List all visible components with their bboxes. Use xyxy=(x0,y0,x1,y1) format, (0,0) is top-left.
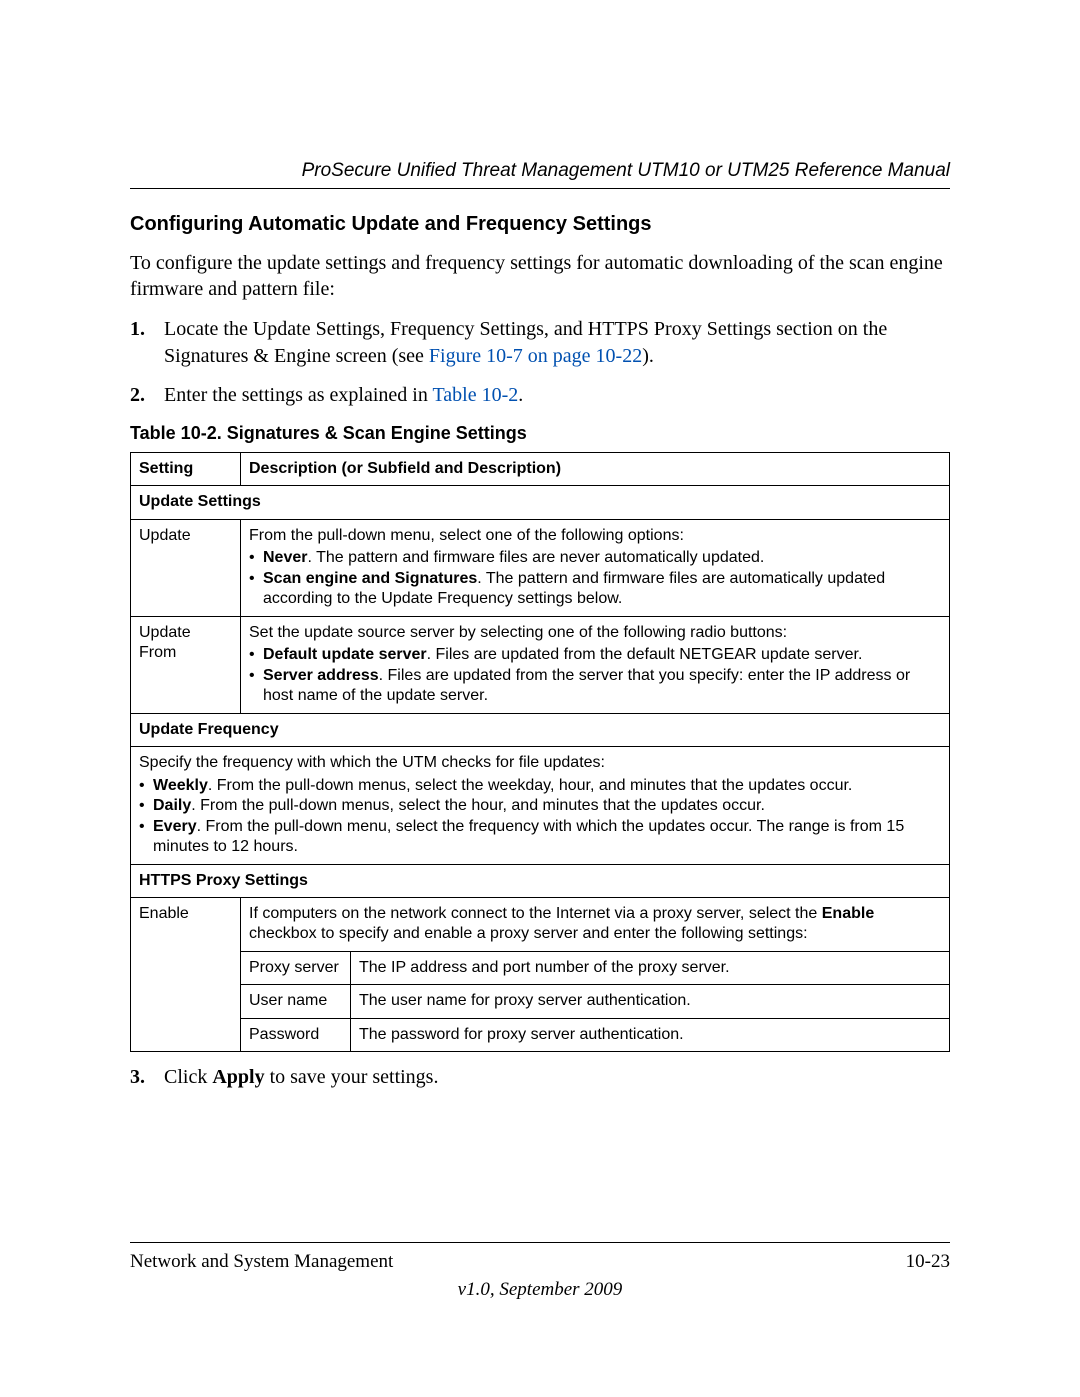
settings-table: Setting Description (or Subfield and Des… xyxy=(130,452,950,1052)
step-2-text-b: . xyxy=(518,384,523,406)
document-page: ProSecure Unified Threat Management UTM1… xyxy=(0,0,1080,1397)
list-item: Scan engine and Signatures. The pattern … xyxy=(249,569,941,610)
page-footer: Network and System Management 10-23 v1.0… xyxy=(130,1242,950,1301)
section-update-frequency: Update Frequency xyxy=(131,713,950,746)
lead-text: From the pull-down menu, select one of t… xyxy=(249,527,684,544)
lead-b: checkbox to specify and enable a proxy s… xyxy=(249,925,808,942)
option-list: Default update server. Files are updated… xyxy=(249,645,941,706)
step-1: 1. Locate the Update Settings, Frequency… xyxy=(130,316,950,370)
opt-name: Default update server xyxy=(263,646,427,663)
running-header: ProSecure Unified Threat Management UTM1… xyxy=(130,160,950,182)
step-number: 2. xyxy=(130,382,145,409)
row-frequency: Specify the frequency with which the UTM… xyxy=(131,747,950,864)
subfield-desc: The user name for proxy server authentic… xyxy=(351,985,950,1018)
row-update: Update From the pull-down menu, select o… xyxy=(131,519,950,616)
option-list: Weekly. From the pull-down menus, select… xyxy=(139,776,941,858)
cell-setting: Update xyxy=(131,519,241,616)
list-item: Server address. Files are updated from t… xyxy=(249,666,941,707)
step-1-text-b: ). xyxy=(642,345,654,367)
opt-name: Scan engine and Signatures xyxy=(263,570,477,587)
header-rule xyxy=(130,188,950,189)
option-list: Never. The pattern and firmware files ar… xyxy=(249,548,941,609)
cell-description: If computers on the network connect to t… xyxy=(241,897,950,951)
cell-setting: Enable xyxy=(131,897,241,1051)
step-3: 3. Click Apply to save your settings. xyxy=(130,1066,950,1089)
list-item: Every. From the pull-down menu, select t… xyxy=(139,817,941,858)
col-description: Description (or Subfield and Description… xyxy=(241,453,950,486)
step-list: 1. Locate the Update Settings, Frequency… xyxy=(130,316,950,409)
section-https-proxy: HTTPS Proxy Settings xyxy=(131,864,950,897)
opt-rest: . From the pull-down menu, select the fr… xyxy=(153,818,904,855)
section-label: Update Frequency xyxy=(131,713,950,746)
col-setting: Setting xyxy=(131,453,241,486)
step-number: 1. xyxy=(130,316,145,343)
opt-rest: . From the pull-down menus, select the h… xyxy=(191,797,765,814)
subfield-name: Proxy server xyxy=(241,951,351,984)
step-number: 3. xyxy=(130,1066,145,1089)
row-password: Password The password for proxy server a… xyxy=(131,1018,950,1051)
opt-name: Every xyxy=(153,818,197,835)
lead-a: If computers on the network connect to t… xyxy=(249,905,822,922)
cell-setting: Update From xyxy=(131,616,241,713)
section-update-settings: Update Settings xyxy=(131,486,950,519)
step-2: 2. Enter the settings as explained in Ta… xyxy=(130,382,950,409)
step-3-bold: Apply xyxy=(212,1066,264,1088)
opt-rest: . From the pull-down menus, select the w… xyxy=(208,777,853,794)
figure-xref[interactable]: Figure 10-7 on page 10-22 xyxy=(429,345,642,367)
footer-version: v1.0, September 2009 xyxy=(130,1279,950,1301)
subfield-desc: The password for proxy server authentica… xyxy=(351,1018,950,1051)
section-intro: To configure the update settings and fre… xyxy=(130,250,950,302)
section-heading: Configuring Automatic Update and Frequen… xyxy=(130,213,950,236)
lead-text: Specify the frequency with which the UTM… xyxy=(139,754,605,771)
row-proxy-server: Proxy server The IP address and port num… xyxy=(131,951,950,984)
row-user-name: User name The user name for proxy server… xyxy=(131,985,950,1018)
section-label: HTTPS Proxy Settings xyxy=(131,864,950,897)
list-item: Default update server. Files are updated… xyxy=(249,645,941,665)
opt-name: Never xyxy=(263,549,307,566)
opt-name: Weekly xyxy=(153,777,208,794)
step-3-a: Click xyxy=(164,1066,212,1088)
step-2-text-a: Enter the settings as explained in xyxy=(164,384,432,406)
cell-description: From the pull-down menu, select one of t… xyxy=(241,519,950,616)
footer-page-number: 10-23 xyxy=(906,1251,950,1273)
opt-rest: . The pattern and firmware files are nev… xyxy=(307,549,764,566)
lead-bold: Enable xyxy=(822,905,874,922)
subfield-name: User name xyxy=(241,985,351,1018)
table-header-row: Setting Description (or Subfield and Des… xyxy=(131,453,950,486)
list-item: Daily. From the pull-down menus, select … xyxy=(139,796,941,816)
list-item: Weekly. From the pull-down menus, select… xyxy=(139,776,941,796)
lead-text: Set the update source server by selectin… xyxy=(249,624,787,641)
opt-name: Daily xyxy=(153,797,191,814)
subfield-name: Password xyxy=(241,1018,351,1051)
row-update-from: Update From Set the update source server… xyxy=(131,616,950,713)
subfield-desc: The IP address and port number of the pr… xyxy=(351,951,950,984)
table-caption: Table 10-2. Signatures & Scan Engine Set… xyxy=(130,423,950,444)
list-item: Never. The pattern and firmware files ar… xyxy=(249,548,941,568)
cell-description: Specify the frequency with which the UTM… xyxy=(131,747,950,864)
cell-description: Set the update source server by selectin… xyxy=(241,616,950,713)
opt-name: Server address xyxy=(263,667,379,684)
table-xref[interactable]: Table 10-2 xyxy=(432,384,518,406)
footer-rule xyxy=(130,1242,950,1243)
section-label: Update Settings xyxy=(131,486,950,519)
step-3-b: to save your settings. xyxy=(265,1066,439,1088)
opt-rest: . Files are updated from the default NET… xyxy=(427,646,863,663)
footer-left: Network and System Management xyxy=(130,1251,393,1273)
row-enable-lead: Enable If computers on the network conne… xyxy=(131,897,950,951)
